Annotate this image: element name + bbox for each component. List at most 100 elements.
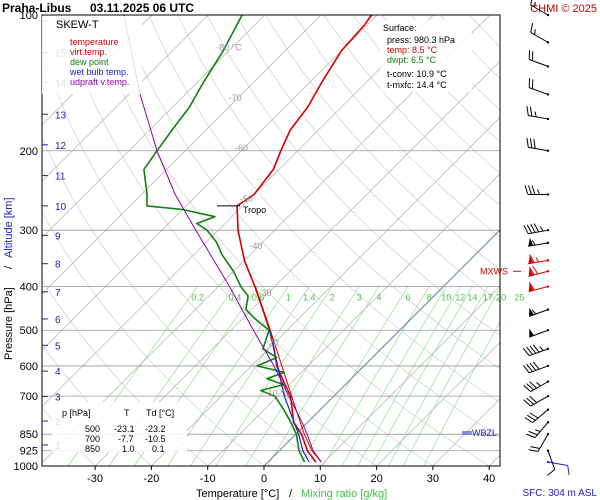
wbzl-label: WBZL (472, 428, 497, 438)
barb-feather (523, 399, 532, 407)
mixing-ratio-tick: 6 (405, 293, 410, 303)
wind-barb (528, 281, 550, 293)
mixing-ratio-tick: 1.4 (303, 293, 316, 303)
barb-staff (530, 31, 549, 43)
table-header-td: Td [°C] (146, 408, 174, 418)
isotherm-label: -70 (229, 93, 242, 103)
barb-staff (547, 450, 556, 470)
barb-base (546, 259, 550, 262)
barb-feather (531, 185, 536, 195)
table-cell: 500 (85, 424, 100, 434)
barb-feather (524, 417, 533, 423)
altitude-tick-label: 11 (55, 172, 66, 183)
isotherm-label: -30 (258, 288, 271, 298)
barb-feather (522, 347, 530, 357)
barb-staff (530, 4, 549, 16)
altitude-tick-label: 13 (55, 110, 67, 121)
wind-barb (529, 328, 550, 338)
pressure-tick-label: 500 (20, 325, 38, 337)
datetime-label: 03.11.2025 06 UTC (90, 1, 194, 15)
mixing-ratio-tick: 10 (441, 293, 451, 303)
barb-feather (523, 384, 532, 392)
temperature-tick-label: -10 (200, 473, 216, 485)
dry-adiabat (177, 15, 500, 370)
mixing-ratio-line (423, 320, 500, 466)
barb-pennant (529, 307, 534, 317)
mixing-ratio-tick: 0.2 (191, 293, 204, 303)
virtual-temperature-line (254, 286, 322, 463)
wind-barb (526, 137, 550, 152)
temperature-tick-label: -20 (143, 473, 159, 485)
barb-feather (526, 137, 529, 148)
barb-base (546, 408, 550, 411)
legend-virt-temp: virt.temp. (70, 47, 107, 57)
wind-barb (524, 185, 550, 196)
wind-barb (528, 432, 550, 452)
wind-barb (523, 223, 550, 235)
barb-feather (526, 397, 535, 405)
barb-feather (532, 344, 540, 353)
x-axis-label: Temperature [°C] (196, 488, 279, 500)
barb-feather (529, 138, 533, 148)
barb-feather (532, 265, 539, 275)
barb-feather (530, 446, 540, 449)
isotherm (42, 15, 378, 351)
table-cell: 700 (85, 434, 100, 444)
dry-adiabat (206, 15, 500, 336)
barb-base (546, 285, 550, 288)
surface-box (380, 20, 472, 92)
curves-layer (123, 15, 373, 463)
barb-base (546, 380, 550, 383)
isotherm-label: -50 (240, 194, 253, 204)
barb-feather (526, 224, 533, 234)
dry-adiabat (148, 15, 500, 404)
dry-adiabat (323, 15, 500, 206)
mixing-ratio-line (402, 287, 500, 466)
wind-barb (546, 449, 556, 476)
barb-feather (533, 139, 536, 149)
wind-barb (522, 344, 550, 357)
barb-feather (528, 281, 535, 291)
wind-barb (529, 307, 550, 317)
barb-feather (522, 365, 530, 374)
wind-barb (528, 254, 550, 265)
y-axis-altitude-label: Altitude [km] (3, 197, 15, 258)
mixing-ratio-tick: 3 (357, 293, 362, 303)
barb-base (546, 41, 550, 44)
barb-feather (533, 223, 540, 233)
mixing-ratio-label: Mixing ratio [g/kg] (301, 488, 387, 500)
barb-feather (529, 381, 538, 389)
pressure-tick-label: 700 (20, 391, 38, 403)
barb-base (546, 364, 550, 368)
barb-half-feather (539, 226, 544, 232)
updraft-line (123, 15, 322, 463)
barb-staff (528, 286, 549, 293)
mixing-ratio-line (322, 286, 430, 466)
dry-adiabat (294, 15, 500, 238)
wind-barb (524, 408, 550, 423)
isotherm-label: -40 (249, 241, 262, 251)
temperature-tick-label: 40 (483, 473, 495, 485)
altitude-tick-label: 5 (55, 341, 61, 352)
plot-frame (41, 14, 501, 467)
mixing-ratio-tick: 17 (483, 293, 493, 303)
pressure-tick-label: 200 (20, 146, 38, 158)
mixing-ratio-line (357, 286, 461, 466)
wind-barb (528, 78, 550, 96)
barb-feather (530, 22, 534, 33)
table-cell: 0.1 (152, 444, 165, 454)
legend-temperature: temperature (70, 37, 119, 47)
pressure-tick-label: 300 (20, 225, 38, 237)
legend-box (42, 16, 142, 94)
legend-updraft: udpraft v.temp. (70, 77, 129, 87)
barb-feather (530, 0, 533, 6)
axis-labels: 0.2 0.4 0.6 1 1.4 2 3 4 6 8 10 12 14 17 20 25-80 °C-70-… (14, 10, 525, 485)
surface-dwpt: dwpt: 6.5 °C (387, 55, 437, 65)
barb-half-feather (534, 1, 536, 8)
barb-feather (528, 185, 532, 195)
wind-barb (530, 0, 550, 17)
dry-adiabat (235, 15, 500, 303)
barb-feather (532, 361, 540, 370)
temperature-tick-label: 30 (427, 473, 439, 485)
wind-barb (523, 394, 550, 407)
